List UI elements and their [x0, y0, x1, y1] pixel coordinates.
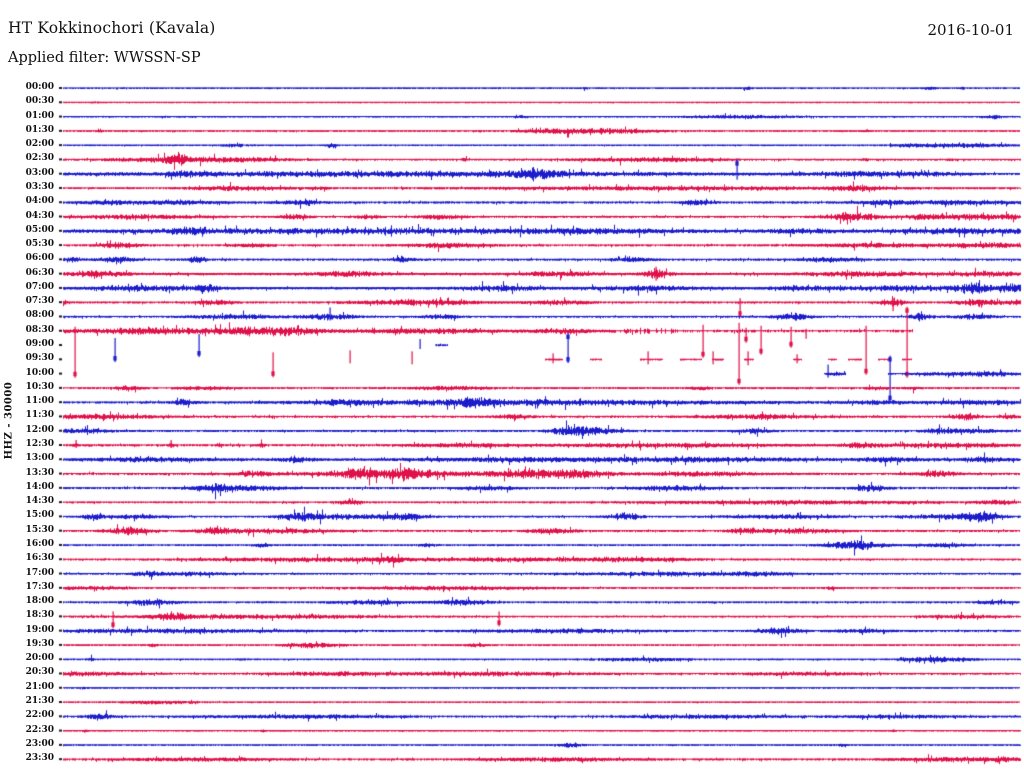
time-label: 00:00: [25, 82, 54, 92]
time-label: 17:00: [25, 567, 54, 578]
time-label: 15:30: [25, 524, 54, 535]
time-label: 16:00: [25, 538, 54, 549]
time-label: 01:30: [25, 124, 54, 135]
time-label: 00:30: [25, 96, 54, 107]
time-label: 10:00: [25, 367, 54, 378]
time-label: 06:30: [25, 267, 54, 278]
time-label: 20:00: [25, 653, 54, 664]
time-label: 14:30: [25, 496, 54, 507]
time-label: 02:30: [25, 153, 54, 164]
time-label: 09:00: [25, 339, 54, 350]
time-label: 05:00: [25, 224, 54, 235]
time-label: 20:30: [25, 667, 54, 678]
time-label: 11:30: [25, 410, 54, 421]
time-label: 21:30: [25, 696, 54, 707]
time-label: 23:00: [25, 738, 54, 749]
time-label: 14:00: [25, 481, 54, 492]
time-label: 07:30: [25, 296, 54, 307]
time-label: 18:00: [25, 596, 54, 607]
time-label: 22:30: [25, 724, 54, 735]
time-label: 03:30: [25, 181, 54, 192]
station-title: HT Kokkinochori (Kavala): [8, 19, 216, 37]
time-label: 06:00: [25, 253, 54, 264]
filter-label: Applied filter: WWSSN-SP: [8, 50, 201, 66]
time-label: 07:00: [25, 281, 54, 292]
time-label: 08:30: [25, 324, 54, 335]
time-label: 13:00: [25, 453, 54, 464]
time-label: 04:30: [25, 210, 54, 221]
time-label: 18:30: [25, 610, 54, 621]
time-label: 05:30: [25, 239, 54, 250]
time-label: 01:00: [25, 110, 54, 121]
time-label: 16:30: [25, 553, 54, 564]
time-label: 19:00: [25, 624, 54, 635]
time-label: 12:00: [25, 424, 54, 435]
time-label: 04:00: [25, 196, 54, 207]
time-label: 10:30: [25, 381, 54, 392]
time-label: 22:00: [25, 710, 54, 721]
time-label: 09:30: [25, 353, 54, 364]
time-label: 03:00: [25, 167, 54, 178]
time-label: 02:00: [25, 139, 54, 150]
time-label: 08:00: [25, 310, 54, 321]
time-label: 19:30: [25, 638, 54, 649]
time-label: 15:00: [25, 510, 54, 521]
time-label: 21:00: [25, 681, 54, 692]
time-label: 13:30: [25, 467, 54, 478]
time-label: 11:00: [25, 396, 54, 407]
time-label: 23:30: [25, 753, 54, 764]
time-label: 17:30: [25, 581, 54, 592]
date-label: 2016-10-01: [927, 21, 1014, 39]
time-label: 12:30: [25, 439, 54, 449]
